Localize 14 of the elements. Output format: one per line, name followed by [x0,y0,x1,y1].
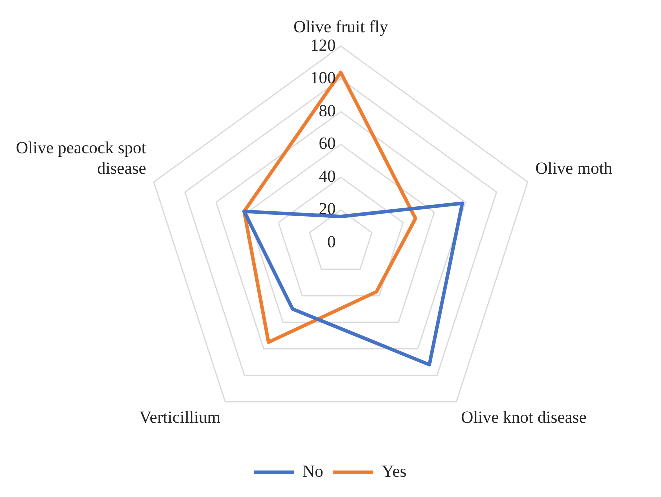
spoke-label: Verticillium [140,408,221,428]
spoke-label: Olive moth [536,159,614,178]
y-tick-label: 120 [310,36,336,55]
y-tick-label: 80 [319,101,336,120]
spoke-label: Olive knot disease [461,408,587,428]
y-tick-label: 0 [328,232,336,252]
y-tick-label: 40 [319,166,336,186]
y-tick-label: 60 [319,134,336,154]
spoke-label: Olive peacock spot disease [16,138,147,178]
y-tick-label: 100 [310,68,336,88]
legend-label: Yes [382,462,407,481]
spoke-label: Olive fruit fly [294,18,389,37]
y-tick-label: 20 [319,200,336,219]
legend-label: No [302,462,324,481]
